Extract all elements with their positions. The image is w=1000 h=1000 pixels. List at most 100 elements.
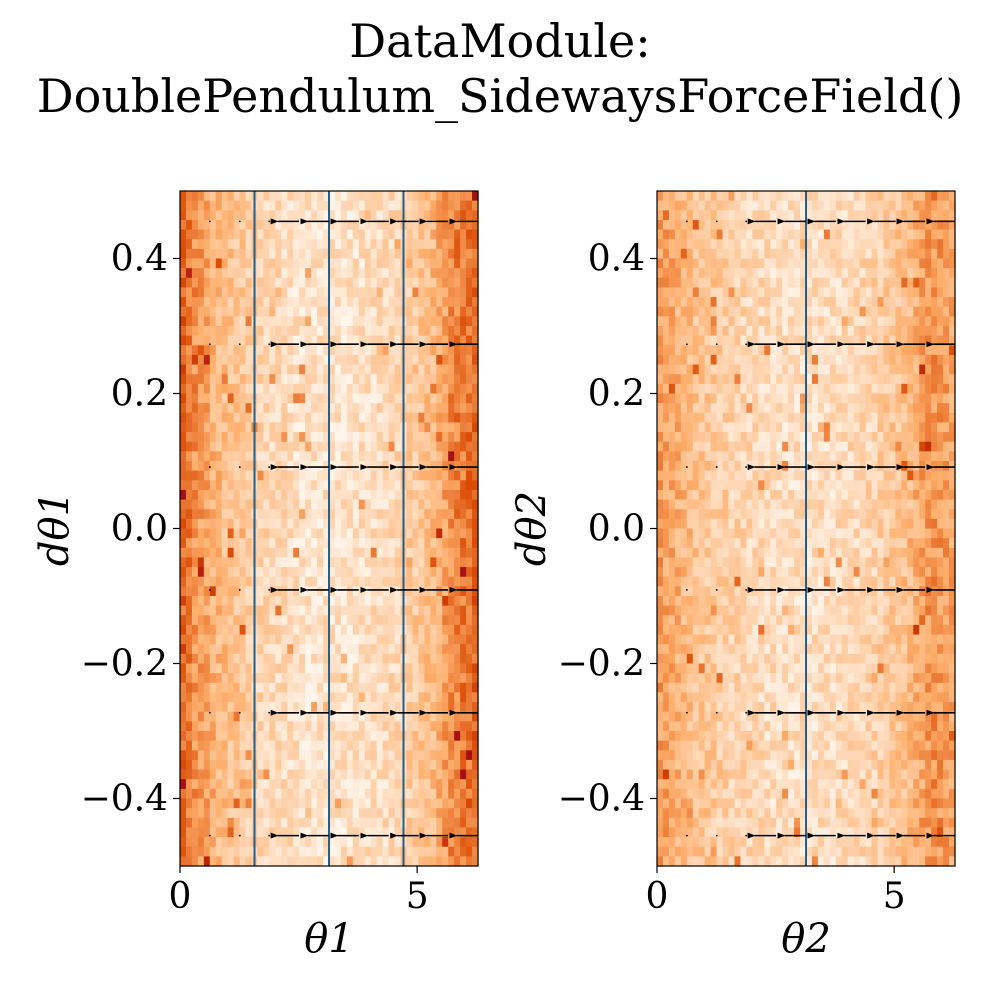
heatmap-cell: [203, 489, 211, 501]
heatmap-cell: [436, 644, 443, 655]
heatmap-cell: [227, 268, 235, 279]
heatmap-cell: [692, 432, 700, 443]
heatmap-cell: [716, 682, 724, 694]
heatmap-cell: [329, 817, 336, 829]
heatmap-cell: [215, 383, 223, 395]
heatmap-cell: [215, 528, 223, 539]
heatmap-cell: [752, 383, 759, 395]
heatmap-cell: [746, 268, 753, 279]
heatmap-cell: [674, 711, 682, 722]
heatmap-cell: [442, 297, 449, 308]
heatmap-cell: [454, 441, 461, 452]
heatmap-cell: [418, 268, 425, 279]
heatmap-cell: [180, 316, 187, 327]
heatmap-cell: [209, 808, 217, 819]
heatmap-cell: [394, 557, 402, 568]
heatmap-cell: [418, 557, 425, 568]
heatmap-cell: [406, 673, 414, 684]
heatmap-cell: [424, 576, 431, 587]
heatmap-cell: [764, 287, 771, 298]
heatmap-cell: [460, 547, 467, 559]
heatmap-cell: [358, 509, 366, 520]
heatmap-cell: [215, 239, 223, 250]
heatmap-cell: [752, 509, 759, 520]
heatmap-cell: [442, 779, 449, 790]
heatmap-cell: [752, 615, 759, 626]
heatmap-cell: [317, 219, 324, 231]
heatmap-cell: [734, 219, 742, 231]
heatmap-cell: [370, 499, 378, 510]
heatmap-cell: [185, 856, 193, 867]
heatmap-cell: [227, 229, 235, 240]
heatmap-cell: [245, 277, 253, 289]
heatmap-cell: [346, 615, 354, 626]
heatmap-cell: [376, 692, 384, 703]
heatmap-cell: [263, 740, 270, 751]
heatmap-cell: [758, 827, 765, 838]
heatmap-cell: [215, 759, 223, 771]
heatmap-cell: [752, 297, 759, 308]
heatmap-cell: [698, 769, 706, 780]
heatmap-cell: [180, 489, 187, 501]
heatmap-cell: [311, 798, 318, 809]
heatmap-cell: [293, 750, 300, 761]
heatmap-cell: [668, 403, 676, 414]
heatmap-cell: [281, 528, 288, 539]
heatmap-cell: [263, 759, 270, 771]
heatmap-cell: [418, 470, 425, 481]
heatmap-cell: [382, 528, 390, 539]
heatmap-cell: [269, 528, 276, 539]
heatmap-cell: [448, 422, 455, 433]
heatmap-cell: [340, 335, 348, 346]
heatmap-cell: [692, 326, 700, 337]
heatmap-cell: [406, 567, 414, 578]
heatmap-cell: [281, 624, 288, 636]
heatmap-cell: [352, 509, 360, 520]
heatmap-cell: [203, 576, 211, 587]
heatmap-cell: [233, 354, 241, 366]
heatmap-cell: [472, 663, 479, 674]
heatmap-cell: [209, 470, 217, 481]
heatmap-cell: [770, 393, 777, 404]
heatmap-cell: [334, 268, 342, 279]
heatmap-cell: [281, 856, 288, 867]
heatmap-cell: [740, 297, 747, 308]
heatmap-cell: [305, 451, 312, 462]
heatmap-cell: [191, 673, 199, 684]
heatmap-cell: [305, 750, 312, 761]
heatmap-cell: [323, 846, 330, 857]
heatmap-cell: [436, 682, 443, 694]
heatmap-cell: [466, 827, 473, 838]
heatmap-cell: [740, 702, 747, 713]
heatmap-cell: [323, 441, 330, 452]
heatmap-cell: [281, 316, 288, 327]
heatmap-cell: [764, 759, 771, 771]
heatmap-cell: [657, 759, 664, 771]
heatmap-cell: [424, 779, 431, 790]
heatmap-cell: [698, 624, 706, 636]
heatmap-cell: [358, 596, 366, 607]
heatmap-cell: [662, 316, 670, 327]
heatmap-cell: [239, 702, 247, 713]
heatmap-cell: [340, 354, 348, 366]
heatmap-cell: [358, 518, 366, 530]
heatmap-cell: [269, 817, 276, 829]
heatmap-cell: [293, 451, 300, 462]
heatmap-cell: [227, 306, 235, 317]
heatmap-cell: [698, 692, 706, 703]
heatmap-cell: [203, 480, 211, 491]
heatmap-cell: [239, 316, 247, 327]
heatmap-cell: [764, 576, 771, 587]
heatmap-cell: [180, 731, 187, 742]
heatmap-cell: [239, 624, 247, 636]
heatmap-cell: [466, 567, 473, 578]
heatmap-cell: [287, 634, 294, 645]
heatmap-cell: [334, 634, 342, 645]
heatmap-cell: [382, 191, 390, 202]
heatmap-cell: [710, 489, 718, 501]
heatmap-cell: [406, 229, 414, 240]
heatmap-cell: [454, 528, 461, 539]
heatmap-cell: [418, 403, 425, 414]
heatmap-cell: [382, 480, 390, 491]
heatmap-cell: [776, 219, 783, 231]
